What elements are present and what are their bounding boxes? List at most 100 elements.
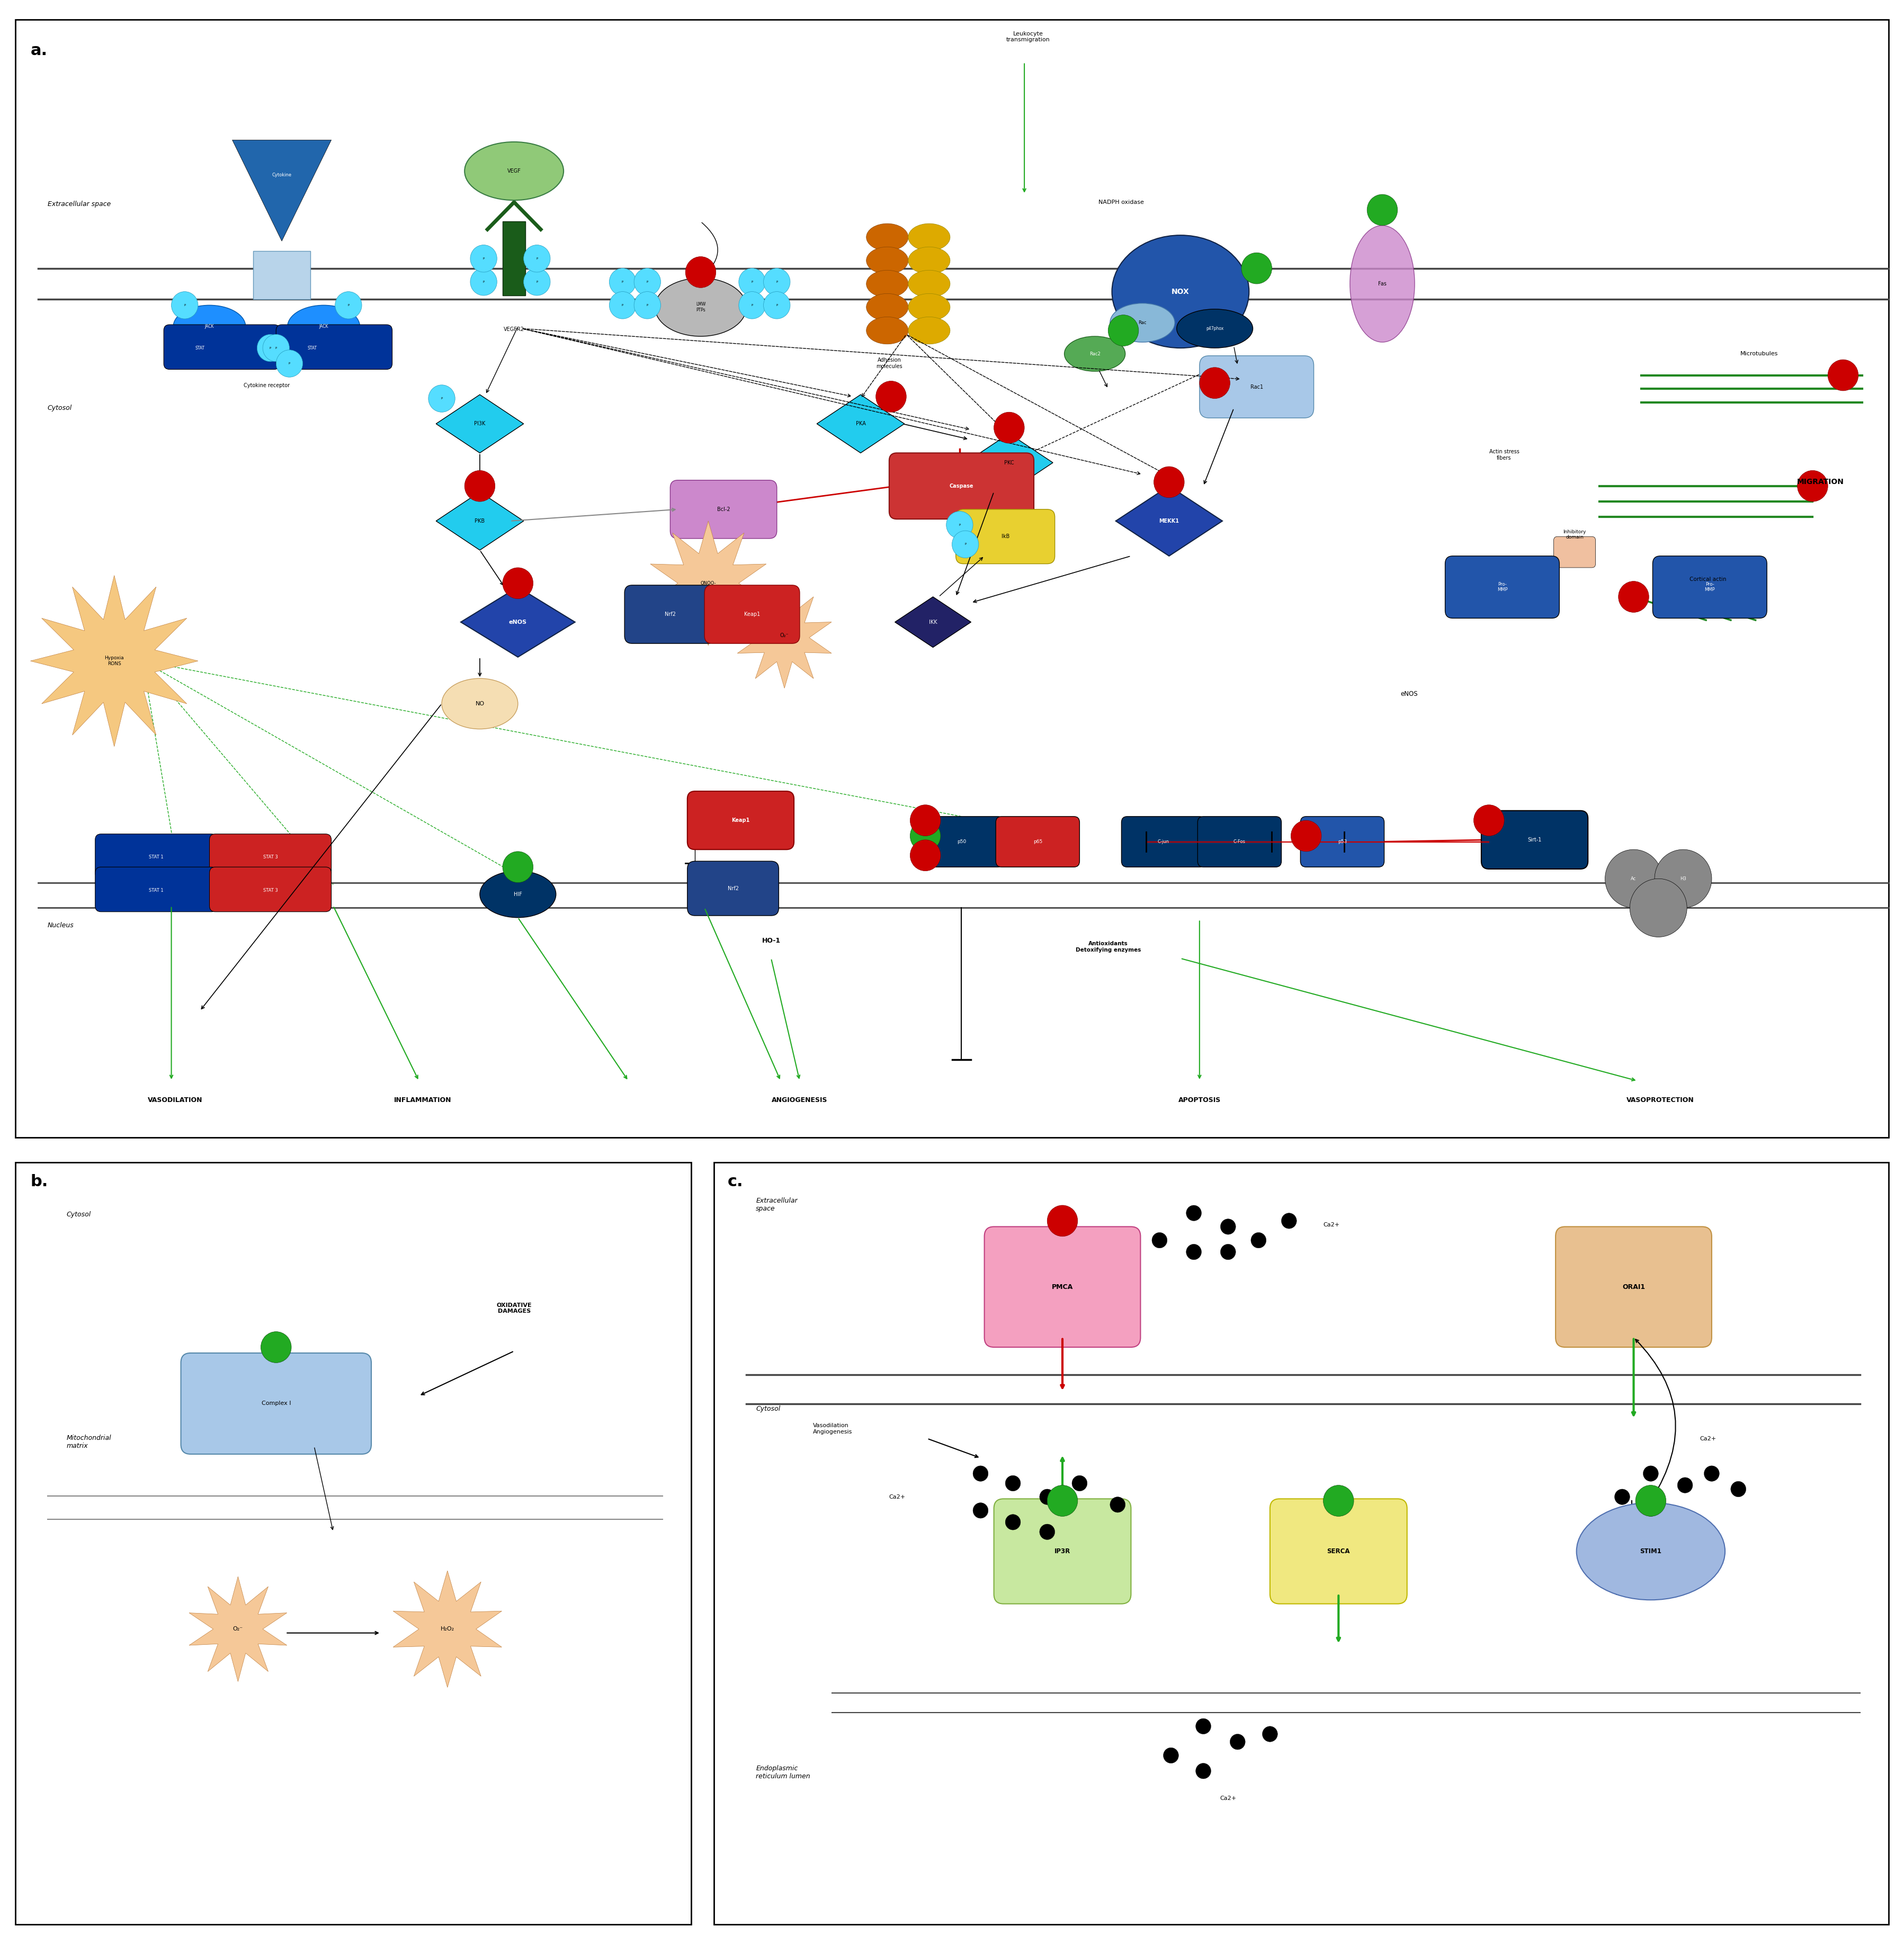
FancyBboxPatch shape — [1200, 356, 1314, 418]
Ellipse shape — [908, 224, 950, 251]
Circle shape — [470, 268, 497, 295]
Circle shape — [1047, 1485, 1078, 1516]
Text: PMCA: PMCA — [1051, 1283, 1074, 1291]
Circle shape — [1615, 1489, 1630, 1505]
Ellipse shape — [908, 270, 950, 297]
Text: INFLAMMATION: INFLAMMATION — [394, 1096, 451, 1104]
Text: PI3K: PI3K — [474, 422, 486, 426]
Polygon shape — [737, 587, 832, 688]
Circle shape — [634, 268, 661, 295]
Circle shape — [1200, 367, 1230, 399]
Circle shape — [876, 381, 906, 412]
Polygon shape — [461, 587, 575, 657]
Polygon shape — [392, 1571, 503, 1687]
Circle shape — [1110, 1497, 1125, 1512]
Ellipse shape — [1177, 309, 1253, 348]
Text: HO-1: HO-1 — [762, 937, 781, 945]
Circle shape — [1047, 1205, 1078, 1236]
Circle shape — [1005, 1475, 1021, 1491]
Polygon shape — [436, 492, 524, 550]
Circle shape — [1281, 1213, 1297, 1229]
Ellipse shape — [1112, 235, 1249, 348]
Text: p65: p65 — [1034, 840, 1041, 844]
Circle shape — [1291, 820, 1321, 851]
Circle shape — [1108, 315, 1139, 346]
Text: p47phox: p47phox — [1205, 327, 1224, 330]
FancyBboxPatch shape — [1300, 816, 1384, 867]
Text: Rac2: Rac2 — [1089, 352, 1101, 356]
Text: NOX: NOX — [1171, 288, 1190, 295]
Ellipse shape — [866, 294, 908, 321]
Text: PKC: PKC — [1003, 461, 1015, 465]
Ellipse shape — [908, 247, 950, 274]
Polygon shape — [895, 597, 971, 647]
Text: SERCA: SERCA — [1327, 1547, 1350, 1555]
Polygon shape — [965, 434, 1053, 492]
FancyBboxPatch shape — [209, 834, 331, 879]
Ellipse shape — [1577, 1503, 1725, 1600]
Circle shape — [465, 470, 495, 502]
Circle shape — [946, 511, 973, 538]
FancyBboxPatch shape — [1121, 816, 1205, 867]
Ellipse shape — [442, 678, 518, 729]
Circle shape — [276, 350, 303, 377]
Circle shape — [171, 292, 198, 319]
Circle shape — [1731, 1481, 1746, 1497]
Polygon shape — [436, 395, 524, 453]
FancyBboxPatch shape — [704, 585, 800, 643]
Text: O₂⁻: O₂⁻ — [232, 1627, 244, 1631]
Text: PKB: PKB — [474, 519, 486, 523]
Text: LMW
PTPs: LMW PTPs — [695, 301, 706, 313]
Text: Cytokine: Cytokine — [272, 173, 291, 177]
Circle shape — [1367, 194, 1398, 226]
Circle shape — [1605, 850, 1662, 908]
Circle shape — [739, 292, 765, 319]
Text: H3: H3 — [1679, 877, 1687, 881]
Text: Keap1: Keap1 — [744, 612, 760, 616]
Text: Cytosol: Cytosol — [756, 1406, 781, 1413]
Text: ONOO-: ONOO- — [701, 581, 716, 585]
Ellipse shape — [866, 270, 908, 297]
Text: Hypoxia
RONS: Hypoxia RONS — [105, 655, 124, 667]
FancyBboxPatch shape — [95, 834, 217, 879]
Circle shape — [524, 268, 550, 295]
Circle shape — [503, 568, 533, 599]
Circle shape — [261, 1332, 291, 1363]
Circle shape — [973, 1466, 988, 1481]
Circle shape — [1196, 1763, 1211, 1779]
Ellipse shape — [1110, 303, 1175, 342]
Text: STAT: STAT — [194, 346, 206, 350]
Polygon shape — [232, 140, 331, 241]
Ellipse shape — [908, 294, 950, 321]
Circle shape — [764, 268, 790, 295]
Text: MIGRATION: MIGRATION — [1797, 478, 1843, 486]
Text: STAT 3: STAT 3 — [263, 888, 278, 892]
Circle shape — [335, 292, 362, 319]
Ellipse shape — [655, 278, 746, 336]
Text: Complex I: Complex I — [261, 1402, 291, 1406]
Circle shape — [910, 805, 941, 836]
Text: C-jun: C-jun — [1158, 840, 1169, 844]
Text: Ca2+: Ca2+ — [1700, 1437, 1716, 1441]
Text: ORAI1: ORAI1 — [1622, 1283, 1645, 1291]
FancyBboxPatch shape — [889, 453, 1034, 519]
Polygon shape — [817, 395, 904, 453]
Text: Inhibitory
domain: Inhibitory domain — [1563, 529, 1586, 540]
FancyBboxPatch shape — [687, 861, 779, 916]
FancyBboxPatch shape — [687, 791, 794, 850]
Text: Rac1: Rac1 — [1251, 385, 1262, 389]
FancyBboxPatch shape — [1445, 556, 1559, 618]
Circle shape — [524, 245, 550, 272]
Text: Mitochondrial
matrix: Mitochondrial matrix — [67, 1435, 112, 1450]
Circle shape — [609, 268, 636, 295]
Circle shape — [503, 851, 533, 883]
Text: IKK: IKK — [929, 620, 937, 624]
Text: STAT 1: STAT 1 — [149, 855, 164, 859]
Text: VASODILATION: VASODILATION — [149, 1096, 202, 1104]
Circle shape — [1241, 253, 1272, 284]
Circle shape — [952, 531, 979, 558]
Ellipse shape — [866, 317, 908, 344]
FancyBboxPatch shape — [996, 816, 1080, 867]
Text: Ca2+: Ca2+ — [1323, 1223, 1340, 1227]
Ellipse shape — [1350, 226, 1415, 342]
